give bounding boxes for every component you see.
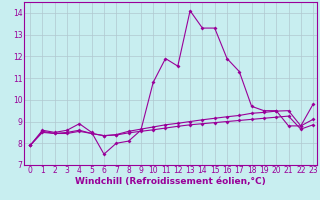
X-axis label: Windchill (Refroidissement éolien,°C): Windchill (Refroidissement éolien,°C) (75, 177, 266, 186)
